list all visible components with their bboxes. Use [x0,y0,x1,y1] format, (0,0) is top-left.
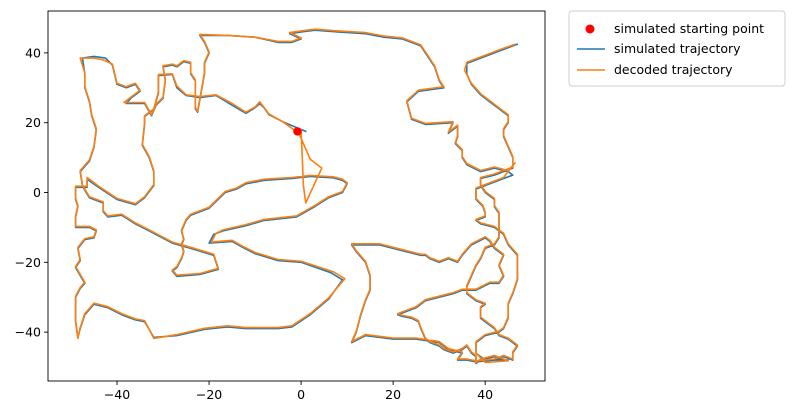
y-tick-label: 40 [25,45,41,60]
y-axis: −40 −20 0 20 40 [15,45,48,340]
plot-area: −40 −20 0 20 40 −40 −20 0 20 40 [15,10,546,402]
y-tick-label: 20 [25,115,41,130]
start-point-marker [293,127,302,136]
x-tick-label: 20 [385,387,401,402]
legend-label-simulated: simulated trajectory [614,41,741,56]
x-tick-label: −20 [196,387,222,402]
x-axis: −40 −20 0 20 40 [104,381,493,402]
x-tick-label: −40 [104,387,130,402]
x-tick-label: 0 [297,387,305,402]
y-tick-label: −40 [15,325,41,340]
y-tick-label: 0 [33,185,41,200]
legend-label-decoded: decoded trajectory [614,62,733,77]
legend-marker-start-point [585,24,595,34]
axes-frame [47,10,546,382]
series-line-decoded [74,28,519,364]
x-tick-label: 40 [477,387,493,402]
y-tick-label: −20 [15,255,41,270]
legend-box [568,10,786,87]
legend-label-start-point: simulated starting point [614,21,764,36]
legend: simulated starting point simulated traje… [568,10,786,87]
